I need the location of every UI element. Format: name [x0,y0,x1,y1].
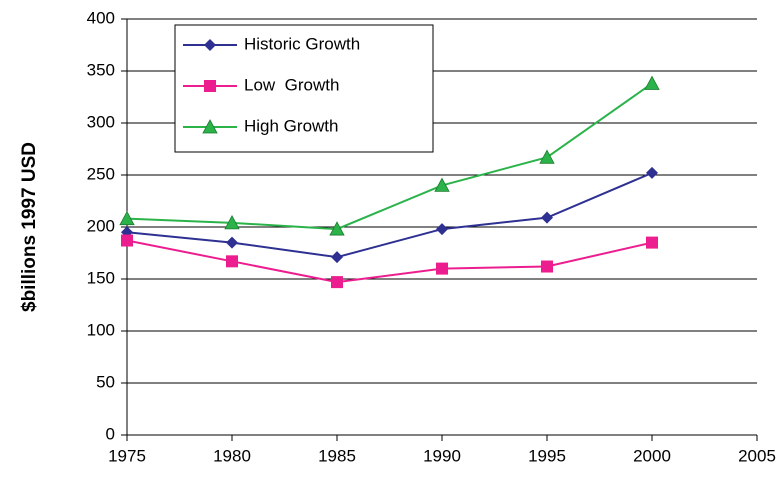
marker [204,39,216,51]
y-tick-label: 100 [87,320,115,339]
marker [646,236,658,249]
x-tick-label: 1985 [318,446,356,465]
y-tick-label: 250 [87,164,115,183]
y-tick-label: 50 [96,372,115,391]
x-tick-label: 1975 [108,446,146,465]
marker [646,166,658,179]
x-tick-label: 2000 [633,446,671,465]
marker [226,236,238,249]
x-tick-label: 1980 [213,446,251,465]
marker [226,255,238,268]
marker [541,211,553,224]
x-tick-label: 1995 [528,446,566,465]
marker [644,75,660,90]
legend-box [174,24,434,153]
legend-label: Low Growth [244,75,339,94]
y-tick-label: 300 [87,112,115,131]
marker [434,177,450,192]
series-line [126,171,653,259]
marker [329,221,345,236]
y-tick-label: 200 [87,216,115,235]
marker [202,119,218,134]
series-line [126,82,653,231]
marker [539,149,555,164]
marker [224,214,240,230]
y-axis-label: $billions 1997 USD [19,142,40,312]
marker [436,262,448,275]
x-tick-label: 2005 [738,446,776,465]
y-tick-label: 0 [106,424,115,443]
marker [119,210,135,226]
y-tick-label: 350 [87,60,115,79]
legend-label: High Growth [244,116,338,135]
marker [541,260,553,273]
marker [204,80,216,92]
marker [121,234,133,247]
x-tick-label: 1990 [423,446,461,465]
marker [331,251,343,264]
marker [436,223,448,236]
legend-label: Historic Growth [244,34,360,53]
series-line [126,239,653,284]
marker [331,276,343,289]
y-tick-label: 150 [87,268,115,287]
y-tick-label: 400 [87,8,115,27]
